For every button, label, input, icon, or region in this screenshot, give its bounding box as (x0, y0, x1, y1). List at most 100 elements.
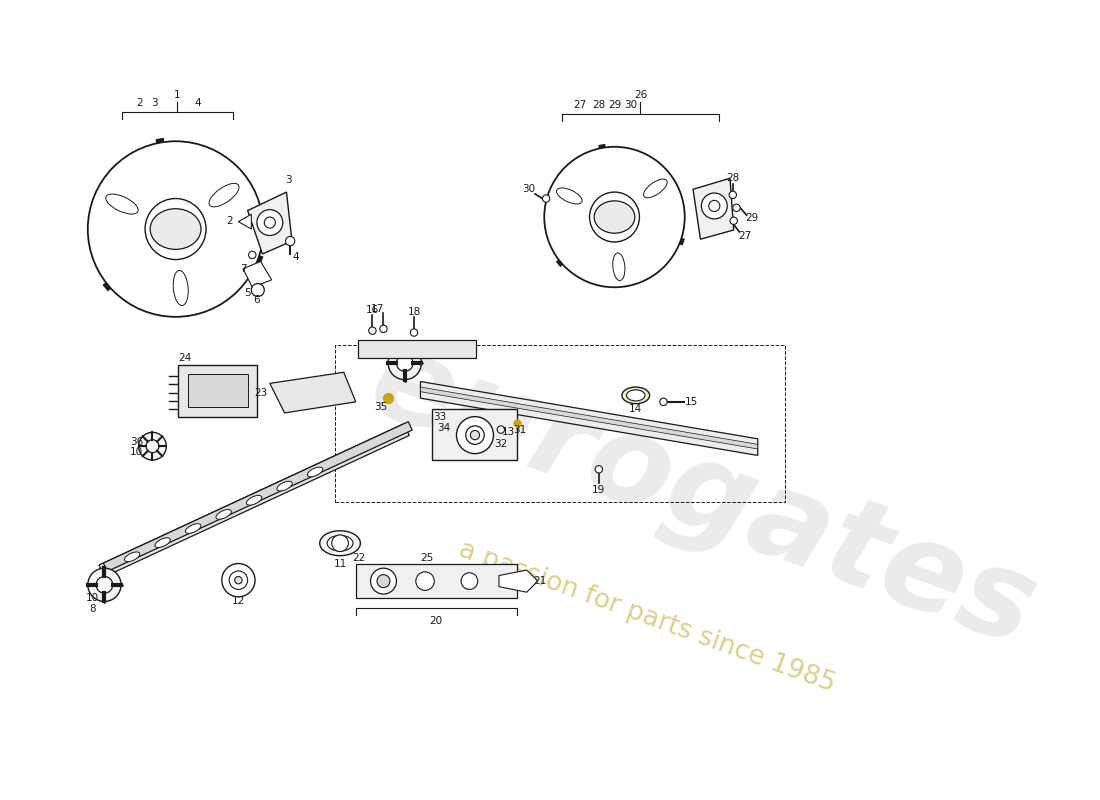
Circle shape (601, 203, 628, 231)
Text: 8: 8 (89, 604, 96, 614)
Circle shape (590, 192, 639, 242)
Circle shape (702, 193, 727, 219)
Text: 23: 23 (254, 388, 267, 398)
Circle shape (379, 325, 387, 333)
Polygon shape (420, 387, 758, 449)
Circle shape (377, 574, 390, 587)
Text: 30: 30 (522, 184, 535, 194)
Ellipse shape (627, 390, 645, 401)
Polygon shape (420, 382, 758, 455)
Text: 3: 3 (285, 175, 292, 185)
Circle shape (157, 210, 194, 247)
Circle shape (497, 426, 505, 434)
Text: 1: 1 (174, 90, 180, 100)
Ellipse shape (594, 201, 635, 234)
Circle shape (729, 191, 737, 198)
Circle shape (456, 417, 494, 454)
Ellipse shape (307, 467, 322, 477)
Text: 15: 15 (684, 397, 697, 407)
Text: a passion for parts since 1985: a passion for parts since 1985 (455, 537, 838, 698)
Text: 10: 10 (130, 446, 143, 457)
Circle shape (368, 327, 376, 334)
Ellipse shape (320, 530, 361, 556)
Ellipse shape (106, 194, 139, 214)
Circle shape (371, 568, 396, 594)
Circle shape (595, 466, 603, 473)
Text: 28: 28 (592, 100, 605, 110)
Ellipse shape (173, 270, 188, 306)
Ellipse shape (621, 387, 650, 404)
Polygon shape (432, 410, 517, 460)
Circle shape (139, 432, 166, 460)
Text: 18: 18 (407, 307, 420, 318)
Text: 17: 17 (371, 303, 384, 314)
Circle shape (708, 201, 719, 211)
Polygon shape (358, 340, 476, 358)
Polygon shape (270, 372, 355, 413)
Circle shape (471, 430, 480, 440)
Circle shape (257, 210, 283, 235)
Text: 20: 20 (430, 616, 442, 626)
Circle shape (264, 217, 275, 228)
Ellipse shape (216, 510, 231, 519)
Circle shape (461, 573, 477, 590)
Ellipse shape (155, 538, 170, 547)
Text: 11: 11 (333, 559, 346, 570)
Ellipse shape (246, 495, 262, 505)
Circle shape (165, 219, 186, 239)
Text: 16: 16 (366, 306, 379, 315)
Circle shape (465, 426, 484, 444)
Polygon shape (103, 422, 412, 571)
Text: 10: 10 (86, 593, 99, 602)
Circle shape (146, 440, 158, 453)
Circle shape (332, 535, 349, 551)
Polygon shape (239, 214, 251, 229)
Circle shape (660, 398, 668, 406)
Text: 7: 7 (240, 264, 246, 274)
Text: 32: 32 (494, 439, 507, 450)
Text: 34: 34 (437, 422, 450, 433)
Text: 2: 2 (226, 216, 232, 226)
Text: 4: 4 (293, 252, 299, 262)
Polygon shape (248, 192, 292, 254)
Circle shape (234, 577, 242, 584)
Ellipse shape (613, 253, 625, 281)
Circle shape (410, 329, 418, 336)
Text: 2: 2 (136, 98, 143, 108)
Circle shape (286, 237, 295, 246)
Text: 25: 25 (420, 553, 433, 563)
Polygon shape (693, 178, 734, 239)
Text: 27: 27 (574, 100, 587, 110)
Circle shape (96, 577, 112, 593)
Ellipse shape (277, 482, 293, 491)
Text: 36: 36 (130, 437, 143, 446)
Text: 14: 14 (629, 404, 642, 414)
Circle shape (733, 204, 740, 211)
Text: 35: 35 (374, 402, 387, 412)
Text: 29: 29 (608, 100, 622, 110)
Text: 19: 19 (592, 485, 605, 494)
Text: 27: 27 (738, 230, 751, 241)
Ellipse shape (209, 183, 239, 207)
Circle shape (730, 217, 737, 225)
Text: 5: 5 (244, 288, 251, 298)
Polygon shape (243, 262, 272, 287)
Circle shape (145, 198, 206, 259)
Text: 31: 31 (514, 425, 527, 434)
Text: 21: 21 (534, 576, 547, 586)
Ellipse shape (151, 209, 201, 250)
Circle shape (251, 283, 264, 297)
Ellipse shape (124, 552, 140, 562)
Circle shape (249, 251, 256, 258)
Text: 30: 30 (625, 100, 638, 110)
Text: 13: 13 (502, 427, 515, 438)
Text: 29: 29 (746, 213, 759, 223)
Circle shape (88, 568, 121, 602)
Polygon shape (355, 565, 517, 598)
Text: 22: 22 (352, 553, 365, 563)
Polygon shape (188, 374, 248, 407)
Text: eurogates: eurogates (354, 322, 1050, 671)
Ellipse shape (557, 188, 582, 204)
Text: 26: 26 (634, 90, 647, 100)
Polygon shape (178, 365, 257, 417)
